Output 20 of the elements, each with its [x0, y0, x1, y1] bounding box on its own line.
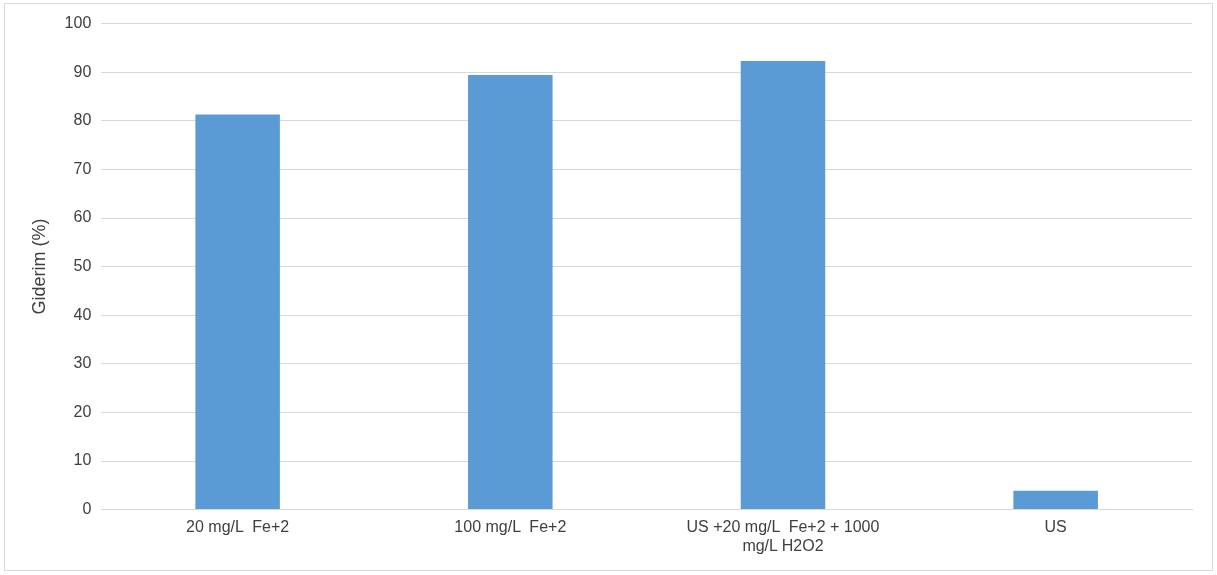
- y-tick-label: 80: [73, 111, 92, 129]
- y-tick-label: 90: [73, 62, 92, 80]
- y-tick-label: 70: [73, 159, 92, 177]
- y-tick-label: 40: [73, 305, 92, 323]
- bar: [1013, 490, 1098, 510]
- y-axis-title: Giderim (%): [28, 218, 49, 315]
- y-tick-label: 20: [73, 402, 92, 420]
- y-tick-label: 0: [82, 500, 92, 518]
- y-tick-label: 50: [73, 257, 92, 275]
- y-tick-label: 100: [64, 14, 92, 32]
- x-tick-label: 20 mg/L Fe+2: [186, 517, 290, 535]
- y-tick-label: 10: [73, 451, 92, 469]
- x-tick-label: US +20 mg/L Fe+2 + 1000 mg/L H2O2: [686, 517, 880, 554]
- bar: [468, 75, 553, 510]
- x-tick-label: 100 mg/L Fe+2: [454, 517, 567, 535]
- x-tick-label: US: [1044, 517, 1067, 535]
- y-tick-label: 60: [73, 208, 92, 226]
- bar: [195, 114, 280, 510]
- bar: [740, 61, 826, 510]
- y-tick-label: 30: [73, 354, 92, 372]
